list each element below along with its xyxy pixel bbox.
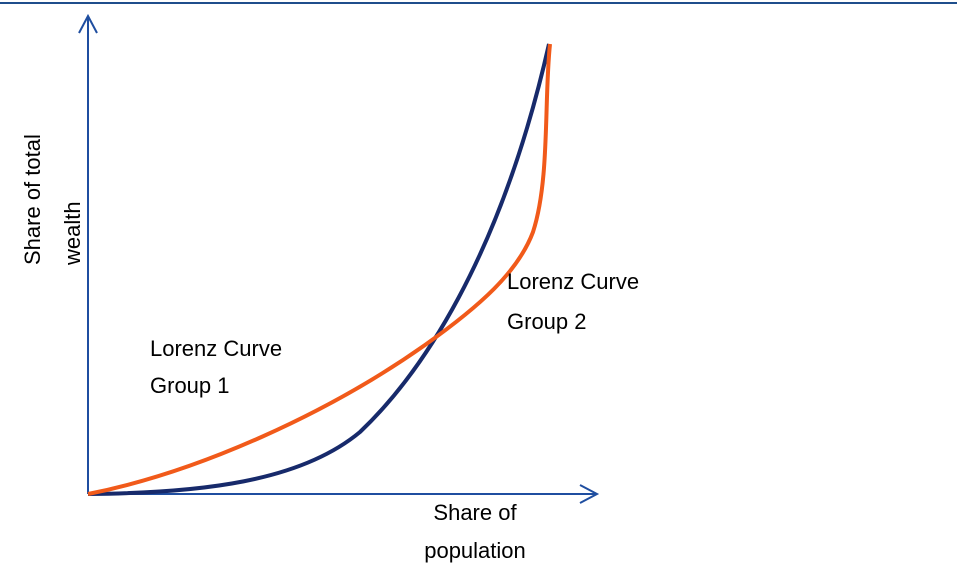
x-label: population <box>424 538 526 563</box>
axes <box>78 13 600 504</box>
curve-label: Lorenz Curve <box>507 269 639 294</box>
y-label: Share of total <box>20 134 45 265</box>
y-arrow <box>78 13 98 34</box>
curve-label: Group 1 <box>150 373 230 398</box>
curve-label: Group 2 <box>507 309 587 334</box>
y-label: wealth <box>60 201 85 266</box>
curve-label: Lorenz Curve <box>150 336 282 361</box>
x-arrow <box>579 484 600 504</box>
x-label: Share of <box>433 500 517 525</box>
curve-group-2 <box>87 43 552 496</box>
curve-group-1 <box>87 43 551 496</box>
